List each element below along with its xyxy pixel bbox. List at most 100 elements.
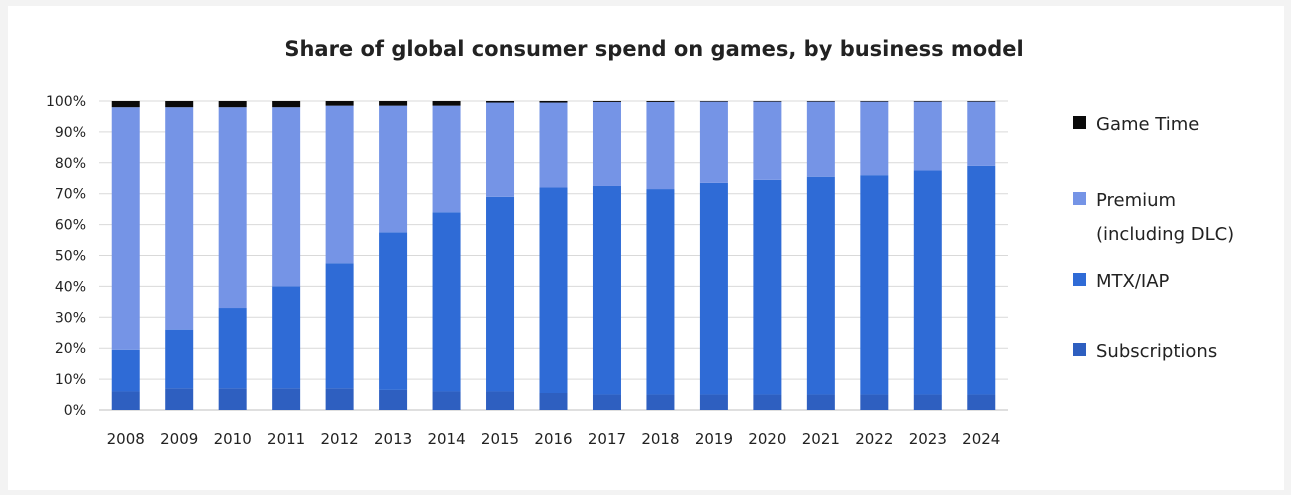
- bar-segment: [111, 349, 140, 392]
- x-tick-label: 2012: [321, 430, 359, 448]
- y-tick-label: 50%: [55, 249, 86, 265]
- bar-segment: [646, 189, 675, 395]
- y-tick-label: 40%: [55, 279, 86, 295]
- legend-swatch: [1073, 273, 1086, 286]
- legend-label: MTX/IAP: [1096, 271, 1170, 292]
- bar-segment: [699, 101, 728, 102]
- bar-segment: [486, 391, 515, 410]
- bar-segment: [806, 101, 835, 177]
- bar-segment: [272, 286, 301, 389]
- legend-label: Game Time: [1096, 114, 1199, 135]
- bar-segment: [272, 107, 301, 287]
- x-tick-label: 2011: [267, 430, 305, 448]
- bar-segment: [913, 101, 942, 171]
- bar-segment: [699, 101, 728, 183]
- x-tick-label: 2016: [534, 430, 572, 448]
- bar-segment: [860, 101, 889, 176]
- y-tick-label: 30%: [55, 310, 86, 326]
- stacked-bar-chart: Share of global consumer spend on games,…: [46, 37, 1234, 448]
- x-tick-label: 2009: [160, 430, 198, 448]
- bar-segment: [432, 212, 461, 392]
- bar-segment: [967, 101, 996, 166]
- x-tick-label: 2019: [695, 430, 733, 448]
- bar-segment: [432, 105, 461, 213]
- bar-segment: [699, 182, 728, 395]
- bar-segment: [592, 394, 621, 410]
- bar-segment: [379, 232, 408, 390]
- bar-segment: [539, 187, 568, 394]
- bar-segment: [272, 388, 301, 410]
- bar-segment: [379, 101, 408, 106]
- bar-segment: [806, 394, 835, 410]
- bar-segment: [967, 101, 996, 102]
- bar-segment: [539, 101, 568, 103]
- chart-title: Share of global consumer spend on games,…: [284, 37, 1023, 61]
- bar-segment: [913, 101, 942, 102]
- legend: Game Time Premium (including DLC) MTX/IAP Su…: [1073, 114, 1234, 362]
- bar-segment: [539, 393, 568, 410]
- legend-swatch: [1073, 192, 1086, 205]
- x-tick-label: 2024: [962, 430, 1000, 448]
- bar-segment: [753, 101, 782, 102]
- x-tick-label: 2010: [214, 430, 252, 448]
- bar-segment: [218, 107, 247, 309]
- x-axis-ticks: 2008 2009 2010 2011 2012 2013 2014 2015 2016 2017…: [107, 430, 1001, 448]
- legend-label: Premium (including DLC): [1096, 190, 1234, 245]
- bar-segment: [165, 388, 194, 410]
- y-tick-label: 80%: [55, 156, 86, 172]
- bar-segment: [646, 101, 675, 190]
- x-tick-label: 2008: [107, 430, 145, 448]
- bar-segment: [860, 101, 889, 102]
- bar-segment: [806, 176, 835, 395]
- y-tick-label: 0%: [64, 403, 86, 419]
- y-tick-label: 20%: [55, 341, 86, 357]
- bar-segment: [967, 394, 996, 410]
- bar-segment: [111, 107, 140, 350]
- y-tick-label: 100%: [46, 94, 86, 110]
- bar-segment: [432, 101, 461, 106]
- bar-segment: [592, 185, 621, 395]
- bar-segment: [218, 388, 247, 410]
- y-tick-label: 90%: [55, 125, 86, 141]
- x-tick-label: 2013: [374, 430, 412, 448]
- bar-segment: [486, 101, 515, 103]
- bar-segment: [325, 388, 354, 410]
- x-tick-label: 2022: [855, 430, 893, 448]
- bar-segment: [860, 394, 889, 410]
- bar-segment: [913, 170, 942, 395]
- x-tick-label: 2015: [481, 430, 519, 448]
- bar-segment: [165, 329, 194, 389]
- bar-segment: [753, 101, 782, 180]
- bar-segment: [218, 308, 247, 389]
- bar-segment: [646, 101, 675, 102]
- bar-segment: [272, 101, 301, 108]
- bar-segment: [165, 101, 194, 108]
- bar-segment: [379, 105, 408, 233]
- legend-swatch: [1073, 116, 1086, 129]
- bar-segment: [699, 394, 728, 410]
- bar-segment: [646, 394, 675, 410]
- bar-segment: [325, 263, 354, 389]
- bar-segment: [486, 196, 515, 392]
- y-axis-ticks: 0% 10% 20% 30% 40% 50% 60% 70% 80% 90% 100%: [46, 94, 86, 419]
- x-tick-label: 2020: [748, 430, 786, 448]
- legend-swatch: [1073, 343, 1086, 356]
- bar-segment: [592, 101, 621, 186]
- legend-label: Subscriptions: [1096, 341, 1217, 362]
- bar-segment: [218, 101, 247, 108]
- bar-segment: [325, 101, 354, 106]
- y-tick-label: 70%: [55, 187, 86, 203]
- bar-segment: [967, 165, 996, 395]
- y-tick-label: 10%: [55, 372, 86, 388]
- bar-segment: [806, 101, 835, 102]
- bar-segment: [592, 101, 621, 102]
- bar-segment: [753, 394, 782, 410]
- bar-segment: [165, 107, 194, 330]
- x-tick-label: 2023: [909, 430, 947, 448]
- y-tick-label: 60%: [55, 218, 86, 234]
- bar-segment: [111, 391, 140, 410]
- bar-segment: [111, 101, 140, 108]
- bar-segment: [432, 391, 461, 410]
- bar-segment: [539, 102, 568, 188]
- x-tick-label: 2017: [588, 430, 626, 448]
